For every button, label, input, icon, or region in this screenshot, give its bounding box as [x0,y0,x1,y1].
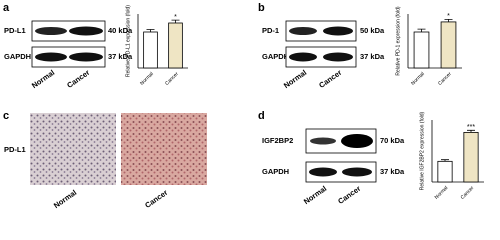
error-bar [467,129,475,133]
size-label: 40 kDa [108,26,133,35]
x-tick-label: Cancer [164,71,180,87]
micrograph [121,113,207,185]
y-axis-label: Relative PD-L1 expression (fold) [125,5,131,77]
protein-label: PD-1 [262,26,279,35]
y-axis-label: Relative PD-1 expression (fold) [395,6,401,76]
x-tick-label: Normal [434,185,450,201]
panel-letter: b [258,2,265,14]
error-bar [441,159,449,162]
bar [437,160,453,183]
significance: * [447,13,450,20]
bar [168,22,183,69]
size-label: 37 kDa [380,167,405,176]
blot-frame [285,20,357,42]
image-label: Normal [52,188,78,210]
bar [413,31,430,69]
x-tick-label: Normal [139,71,155,87]
lane-label: Normal [282,68,308,90]
blot-frame [285,46,357,68]
blot-band [310,137,336,145]
x-tick-label: Cancer [437,71,453,87]
micrograph [30,113,116,185]
error-bar [417,28,426,32]
x-tick-label: Cancer [460,185,476,201]
size-label: 37 kDa [360,52,385,61]
protein-label: GAPDH [262,52,289,61]
size-label: 50 kDa [360,26,385,35]
panel-letter: d [258,110,265,122]
blot-band [35,27,67,35]
error-bar [444,19,453,22]
protein-label: PD-L1 [4,26,26,35]
size-label: 37 kDa [108,52,133,61]
blot-band [289,27,317,35]
significance: * [174,14,177,21]
y-axis-label: Relative IGF2BP2 expression (fold) [419,111,425,190]
error-bar [146,29,155,32]
lane-label: Normal [30,68,56,90]
lane-label: Cancer [65,68,91,90]
blot-band [323,52,353,62]
lane-label: Cancer [336,184,362,206]
significance: *** [467,124,475,131]
lane-label: Normal [302,184,328,206]
x-tick-label: Normal [410,71,426,87]
panel-letter: c [3,110,9,122]
blot-frame [31,46,106,68]
blot-band [309,167,337,177]
protein-label: IGF2BP2 [262,136,293,145]
protein-label: GAPDH [262,167,289,176]
blot-band [323,26,353,36]
bar [463,131,479,183]
blot-band [69,26,103,36]
blot-frame [31,20,106,42]
blot-frame [305,161,377,183]
size-label: 70 kDa [380,136,405,145]
blot-band [35,52,67,62]
blot-band [342,167,372,177]
image-label: Cancer [143,188,169,210]
error-bar [171,19,180,23]
stain-label: PD-L1 [4,145,26,154]
bar [143,31,158,69]
lane-label: Cancer [317,68,343,90]
blot-band [289,52,317,62]
bar [440,21,457,69]
figure: a PD-L1 GAPDH 40 kDa 37 kDa Normal Cance… [3,2,484,210]
panel-letter: a [3,2,10,14]
blot-band [341,134,373,148]
protein-label: GAPDH [4,52,31,61]
blot-band [69,52,103,62]
